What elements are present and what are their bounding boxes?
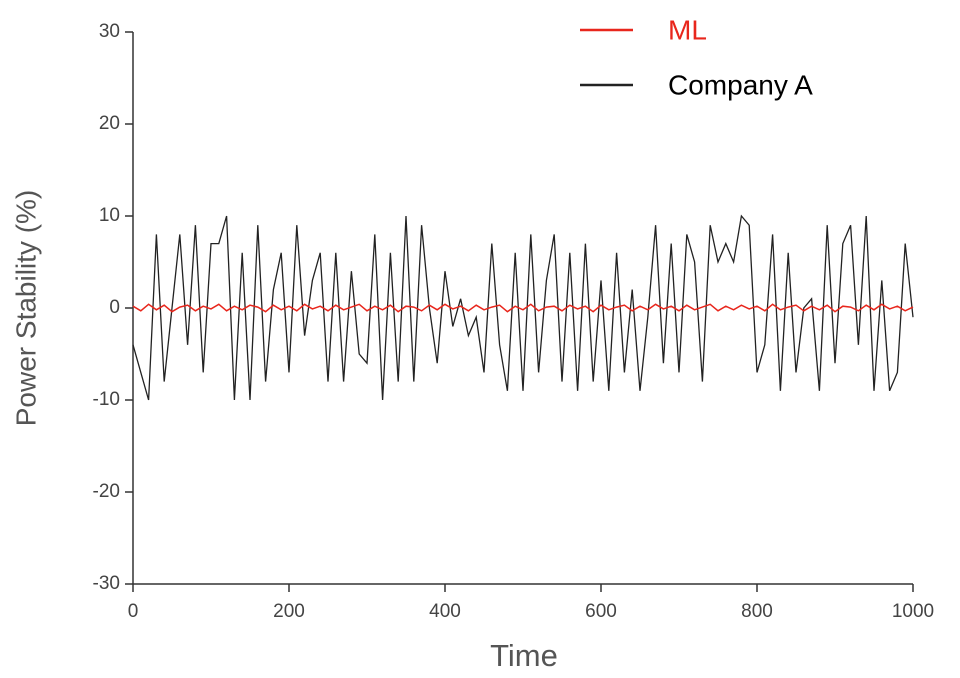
x-tick-label: 600 [585,601,617,622]
y-tick-label: -10 [93,389,120,410]
series-line [132,214,914,401]
x-axis-label: Time [490,638,558,673]
series-line [132,303,914,313]
y-tick-label: -30 [93,573,120,594]
y-tick-label: 10 [99,205,120,226]
legend-label: ML [668,14,707,45]
legend-label: Company A [668,69,813,100]
y-axis-label: Power Stability (%) [10,190,41,427]
y-tick-label: 0 [109,297,120,318]
x-tick-label: 400 [429,601,461,622]
x-tick-label: 800 [741,601,773,622]
x-tick-label: 0 [128,601,139,622]
y-tick-label: 20 [99,113,120,134]
x-tick-label: 200 [273,601,305,622]
x-tick-label: 1000 [892,601,934,622]
y-tick-label: -20 [93,481,120,502]
y-tick-label: 30 [99,21,120,42]
